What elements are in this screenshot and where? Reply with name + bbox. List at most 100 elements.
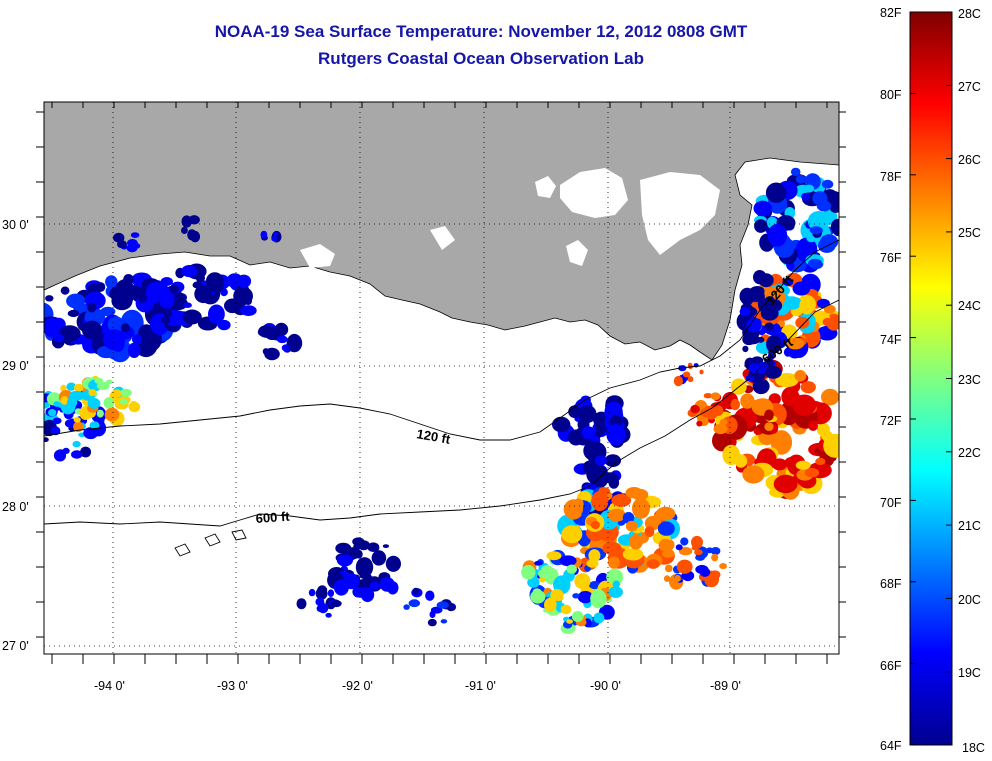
sst-blotch (44, 437, 49, 443)
sst-blotch (608, 556, 620, 569)
colorbar-f-label: 80F (880, 88, 902, 102)
colorbar-c-label: 25C (958, 226, 981, 240)
map-frame (43, 101, 840, 655)
colorbar-c-label: 22C (958, 446, 981, 460)
sst-blotch (705, 547, 714, 554)
sst-blotch (691, 535, 703, 549)
sst-blotch (550, 589, 564, 601)
sst-blotch (113, 232, 125, 243)
sst-blotch (440, 619, 448, 624)
sst-blotch (830, 218, 839, 235)
sst-blotch (722, 444, 740, 466)
sst-blotch (236, 274, 252, 288)
sst-blotch (552, 416, 571, 433)
sst-blotch (760, 306, 779, 321)
lat-label: 28 0' (2, 500, 29, 514)
sst-blotch (411, 599, 420, 607)
sst-blotch (73, 417, 81, 423)
sst-blotch (369, 581, 380, 590)
sst-blotch (64, 419, 75, 428)
sst-blotch (611, 493, 632, 507)
lon-label: -94 0' (94, 679, 125, 693)
sst-blotch (687, 363, 694, 370)
sst-blotch (571, 611, 584, 622)
sst-blotch (73, 421, 84, 433)
sst-blotch (336, 554, 353, 567)
sst-blotch (765, 182, 787, 203)
sst-blotch (160, 316, 171, 324)
sst-blotch (795, 316, 810, 329)
colorbar-c-label: 20C (958, 593, 981, 607)
colorbar-c-label: 27C (958, 80, 981, 94)
sst-blotch (752, 378, 770, 395)
sst-blotch (577, 590, 594, 604)
sst-blotch (119, 388, 132, 397)
colorbar-f-label: 64F (880, 739, 902, 753)
sst-blotch (425, 590, 435, 601)
sst-blotch (822, 317, 833, 327)
sst-blotch (187, 229, 197, 241)
sst-blotch (730, 399, 740, 411)
colorbar-f-label: 78F (880, 170, 902, 184)
sst-blotch (217, 319, 231, 331)
sst-blotch (127, 342, 141, 358)
sst-blotch (60, 286, 70, 295)
sst-blotch (308, 588, 316, 597)
sst-blotch (160, 277, 173, 286)
colorbar-f-label: 82F (880, 6, 902, 20)
sst-blotch (87, 302, 97, 313)
map-title: NOAA-19 Sea Surface Temperature: Novembe… (214, 22, 748, 41)
sst-blotch (276, 335, 288, 344)
sst-blotch (775, 373, 799, 388)
sst-blotch (96, 409, 104, 418)
sst-blotch (58, 325, 81, 342)
sst-blotch (52, 417, 62, 425)
sst-blotch (315, 597, 325, 607)
sst-blotch (183, 302, 192, 309)
sst-blotch (699, 369, 704, 375)
sst-blotch (208, 304, 225, 324)
sst-blotch (89, 421, 100, 430)
sst-blotch (573, 498, 584, 509)
sst-blotch (278, 326, 287, 335)
sst-blotch (371, 550, 387, 566)
sst-blotch (194, 284, 213, 304)
sst-blotch (111, 389, 122, 398)
colorbar-c-label: 24C (958, 299, 981, 313)
sst-blotch (258, 325, 275, 338)
sst-blotch (612, 580, 620, 588)
colorbar-f-label: 70F (880, 496, 902, 510)
sst-blotch (768, 393, 781, 405)
sst-blotch (335, 542, 352, 554)
sst-blotch (809, 226, 823, 235)
sst-blotch (606, 424, 626, 446)
sst-blotch (88, 389, 97, 397)
sst-blotch (742, 345, 749, 353)
sst-blotch (568, 429, 584, 446)
sst-blotch (625, 520, 638, 532)
sst-blotch (696, 420, 703, 427)
sst-blotch (572, 593, 580, 599)
sst-blotch (382, 544, 389, 548)
sst-blotch (790, 167, 801, 177)
sst-blotch (330, 600, 342, 608)
sst-data-layer (44, 167, 839, 634)
sst-blotch (96, 381, 110, 391)
sst-blotch (546, 551, 562, 561)
sst-blotch (47, 322, 57, 330)
lon-label: -92 0' (342, 679, 373, 693)
sst-blotch (602, 541, 622, 555)
colorbar-c-label: 21C (958, 519, 981, 533)
sst-blotch (756, 336, 765, 343)
sst-blotch (742, 465, 765, 484)
sst-blotch (532, 588, 542, 594)
sst-blotch (711, 553, 719, 562)
sst-blotch (527, 577, 540, 588)
sst-blotch (699, 567, 711, 577)
graticule (44, 102, 839, 654)
colorbar-c-label: 23C (958, 373, 981, 387)
sst-blotch (740, 393, 755, 409)
sst-blotch (808, 420, 818, 432)
sst-blotch (595, 428, 605, 437)
sst-blotch (429, 619, 437, 624)
